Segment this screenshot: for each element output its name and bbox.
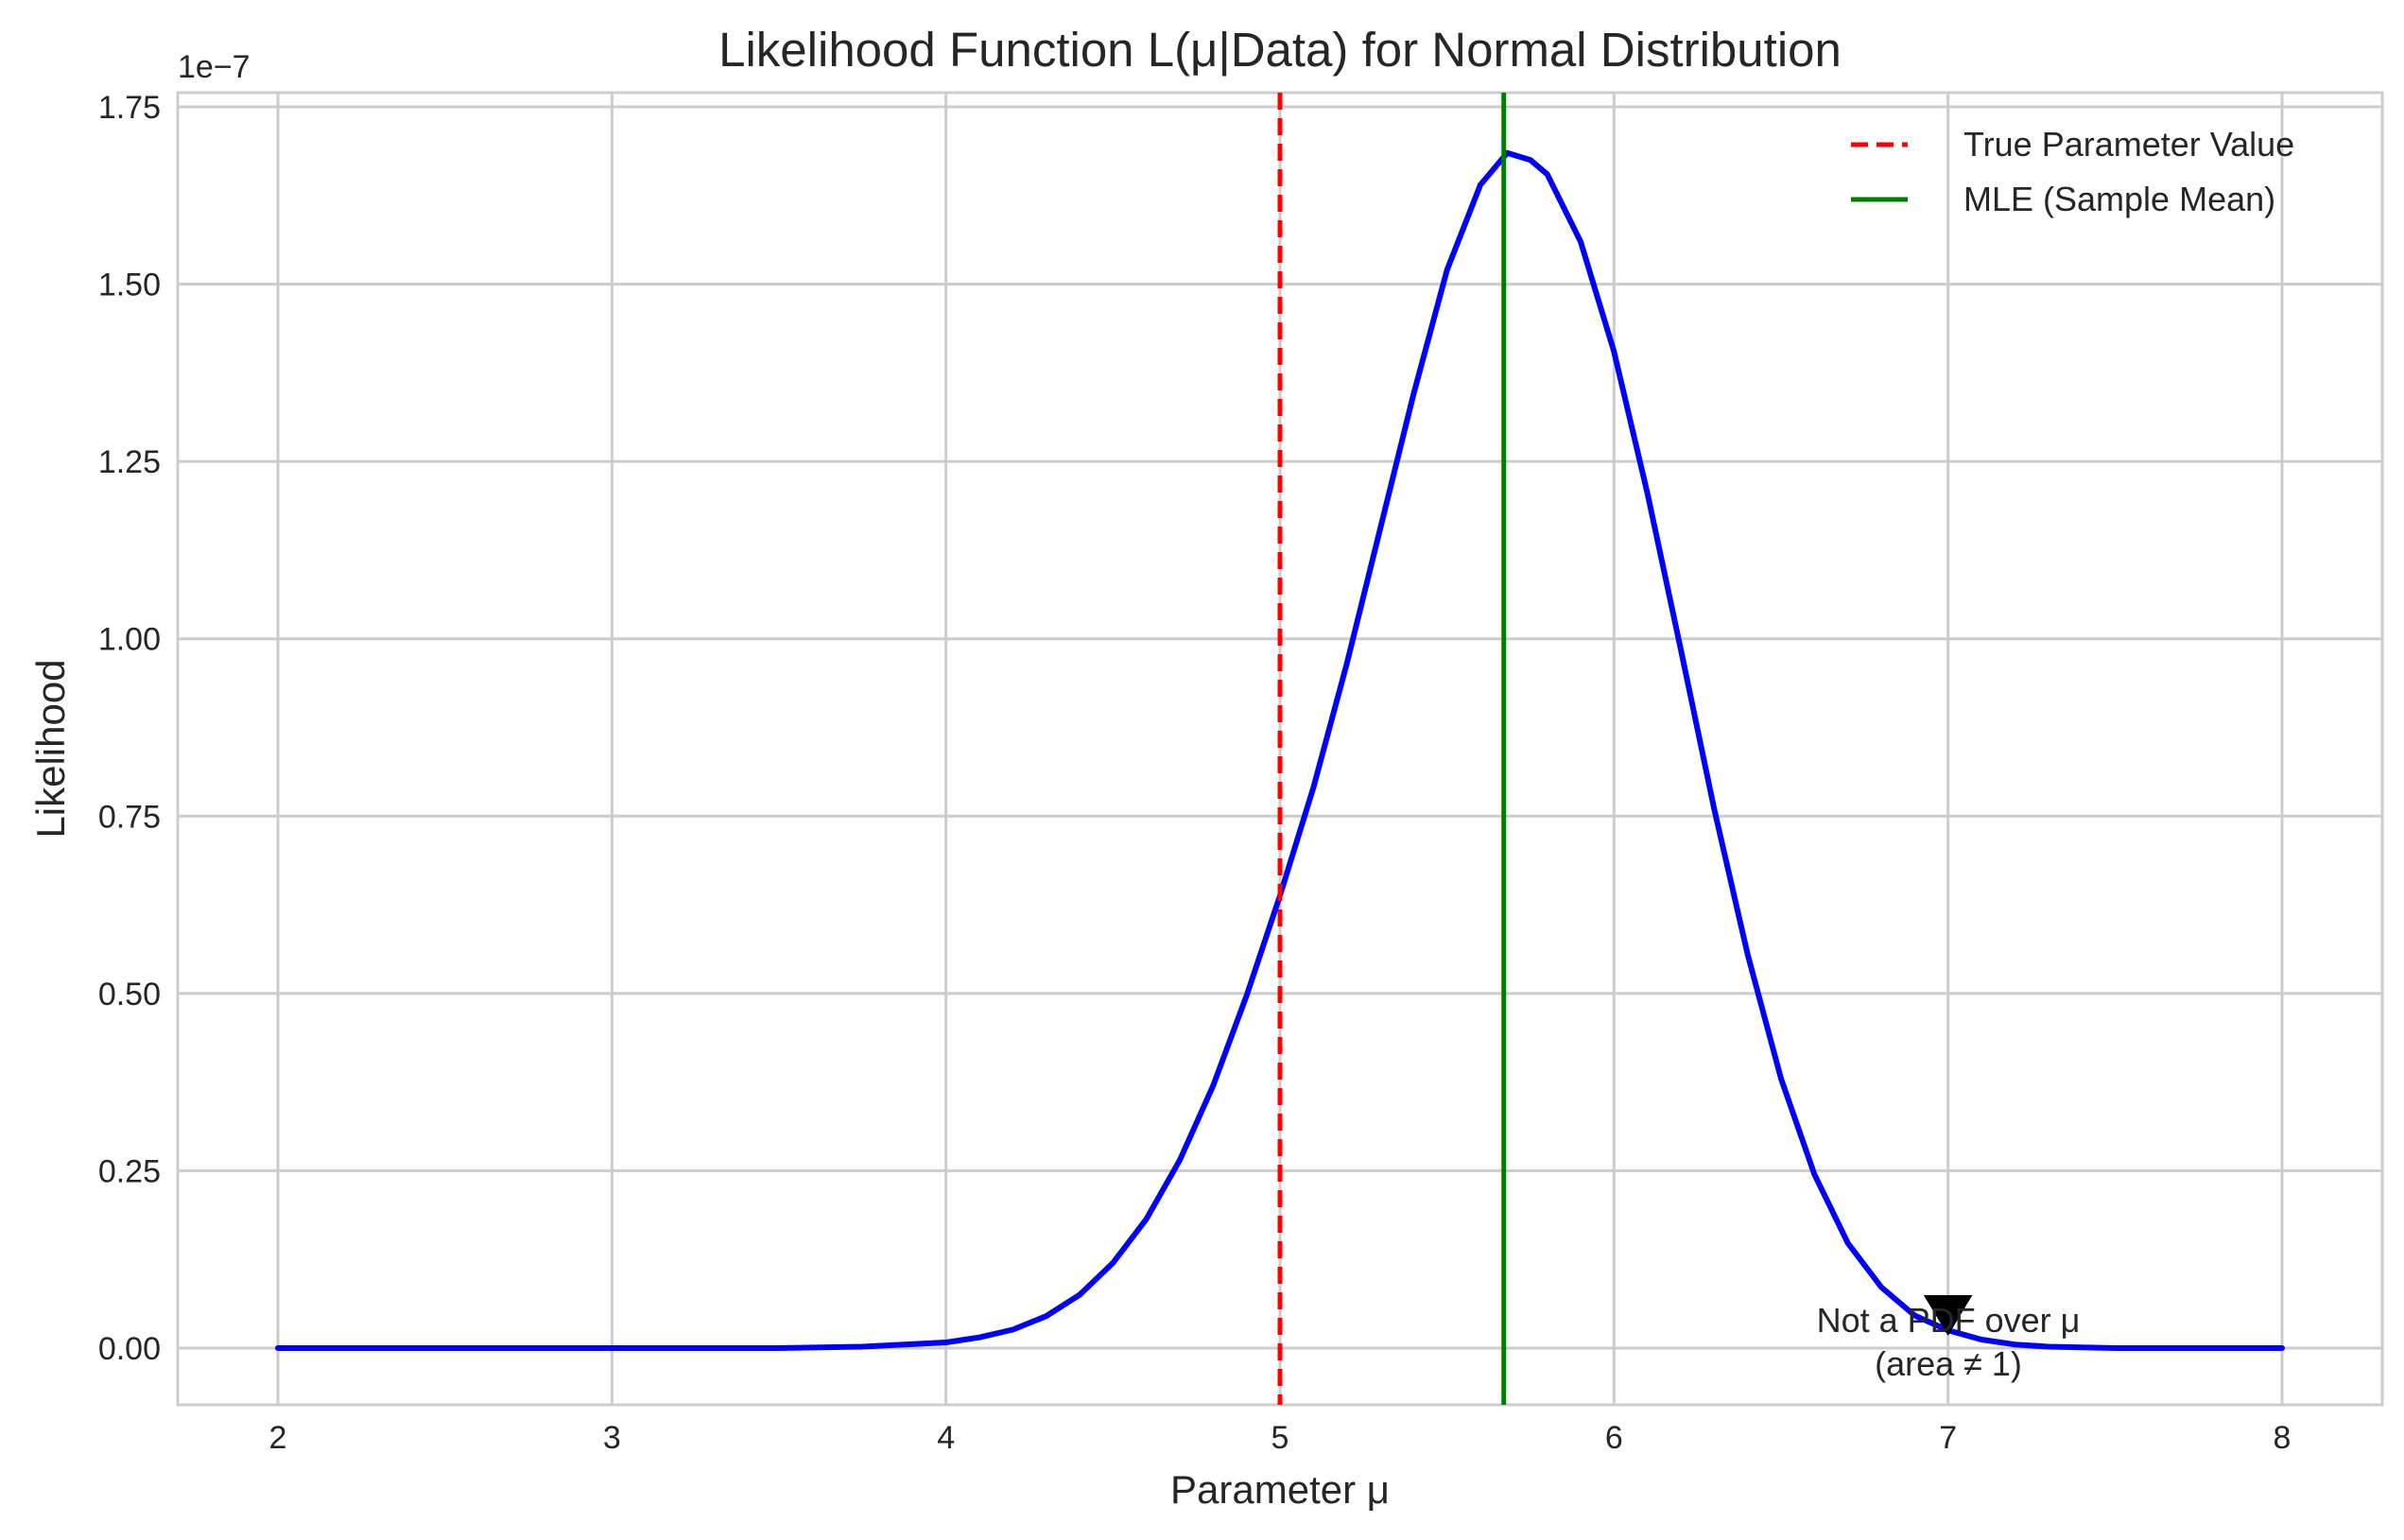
x-tick-label: 3 — [603, 1420, 621, 1456]
x-tick-label: 6 — [1605, 1420, 1623, 1456]
likelihood-curve — [275, 149, 2285, 1351]
legend-label-true-parameter: True Parameter Value — [1963, 125, 2294, 164]
x-axis-label: Parameter μ — [1170, 1467, 1390, 1512]
y-offset-label: 1e−7 — [178, 49, 251, 85]
annotation: Not a PDF over μ (area ≠ 1) — [1817, 1294, 2081, 1383]
y-tick-label: 0.00 — [98, 1331, 161, 1367]
legend: True Parameter Value MLE (Sample Mean) — [1851, 125, 2294, 218]
y-tick-label: 1.50 — [98, 268, 161, 303]
x-tick-label: 2 — [269, 1420, 287, 1456]
series-layer — [275, 93, 2285, 1405]
tick-labels: 2 3 4 5 6 7 8 0.00 0.25 0.50 0.75 1.00 1.25 1.50 1.75 — [98, 90, 2292, 1456]
y-axis-label: Likelihood — [28, 659, 73, 838]
x-tick-label: 4 — [937, 1420, 955, 1456]
y-tick-label: 1.25 — [98, 444, 161, 480]
y-tick-label: 1.75 — [98, 90, 161, 126]
annotation-text-line-2: (area ≠ 1) — [1875, 1344, 2022, 1383]
y-tick-label: 1.00 — [98, 622, 161, 658]
annotation-arrow-head — [1923, 1294, 1973, 1336]
annotation-text-line-1: Not a PDF over μ — [1817, 1301, 2081, 1340]
y-tick-label: 0.75 — [98, 799, 161, 835]
x-tick-label: 8 — [2274, 1420, 2292, 1456]
legend-label-mle: MLE (Sample Mean) — [1963, 180, 2275, 218]
x-tick-label: 7 — [1939, 1420, 1957, 1456]
y-tick-label: 0.25 — [98, 1153, 161, 1189]
y-tick-label: 0.50 — [98, 977, 161, 1012]
chart-title: Likelihood Function L(μ|Data) for Normal… — [718, 23, 1842, 77]
x-tick-label: 5 — [1271, 1420, 1289, 1456]
